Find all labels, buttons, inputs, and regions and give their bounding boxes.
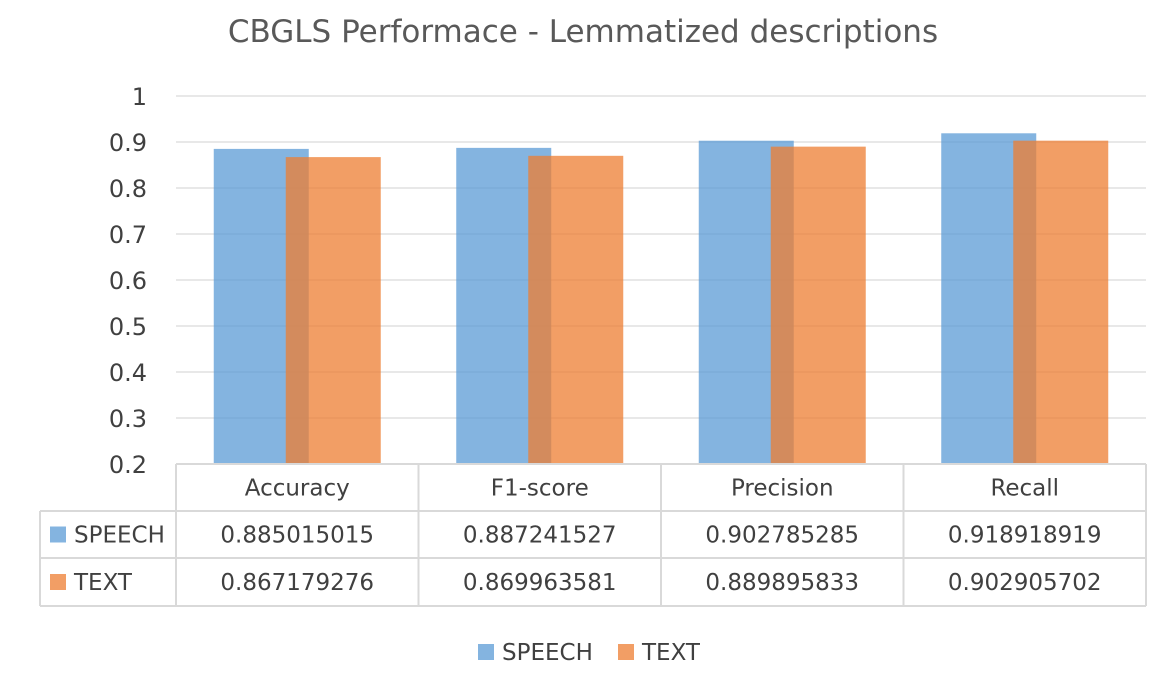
y-tick-label: 0.9 <box>109 129 147 157</box>
data-label: 0.902905702 <box>948 570 1102 596</box>
data-label: 0.867179276 <box>220 570 374 596</box>
category-label: F1-score <box>491 476 589 502</box>
data-label: 0.885015015 <box>220 523 374 549</box>
y-tick-label: 0.7 <box>109 221 147 249</box>
bar-text <box>770 146 866 464</box>
bar-text <box>285 157 381 464</box>
bar-text <box>1013 140 1109 464</box>
y-tick-label: 0.3 <box>109 405 147 433</box>
legend-swatch-speech <box>478 644 494 660</box>
y-axis: 1 0.9 0.8 0.7 0.6 0.5 0.4 0.3 0.2 <box>109 83 147 479</box>
y-tick-label: 0.4 <box>109 359 147 387</box>
category-label: Precision <box>731 476 834 502</box>
data-label: 0.887241527 <box>463 523 617 549</box>
legend: SPEECH TEXT <box>478 640 701 666</box>
y-tick-label: 0.2 <box>109 451 147 479</box>
data-label: 0.902785285 <box>705 523 859 549</box>
data-label: 0.869963581 <box>463 570 617 596</box>
legend-label: SPEECH <box>502 640 593 666</box>
legend-swatch-text <box>618 644 634 660</box>
bar-text <box>528 155 624 464</box>
y-tick-label: 0.6 <box>109 267 147 295</box>
legend-key-text <box>50 574 66 590</box>
data-label: 0.889895833 <box>705 570 859 596</box>
series-label: TEXT <box>73 570 133 596</box>
series-label: SPEECH <box>74 523 165 549</box>
bars <box>213 133 1109 465</box>
y-tick-label: 0.8 <box>109 175 147 203</box>
category-label: Accuracy <box>245 476 350 502</box>
data-table: Accuracy F1-score Precision Recall SPEECH 0.8… <box>39 463 1147 607</box>
y-tick-label: 0.5 <box>109 313 147 341</box>
legend-key-speech <box>50 526 66 543</box>
legend-label: TEXT <box>641 640 701 666</box>
chart-title: CBGLS Performace - Lemmatized descriptio… <box>228 14 938 50</box>
data-label: 0.918918919 <box>948 523 1102 549</box>
y-tick-label: 1 <box>132 83 147 111</box>
category-label: Recall <box>990 476 1059 502</box>
